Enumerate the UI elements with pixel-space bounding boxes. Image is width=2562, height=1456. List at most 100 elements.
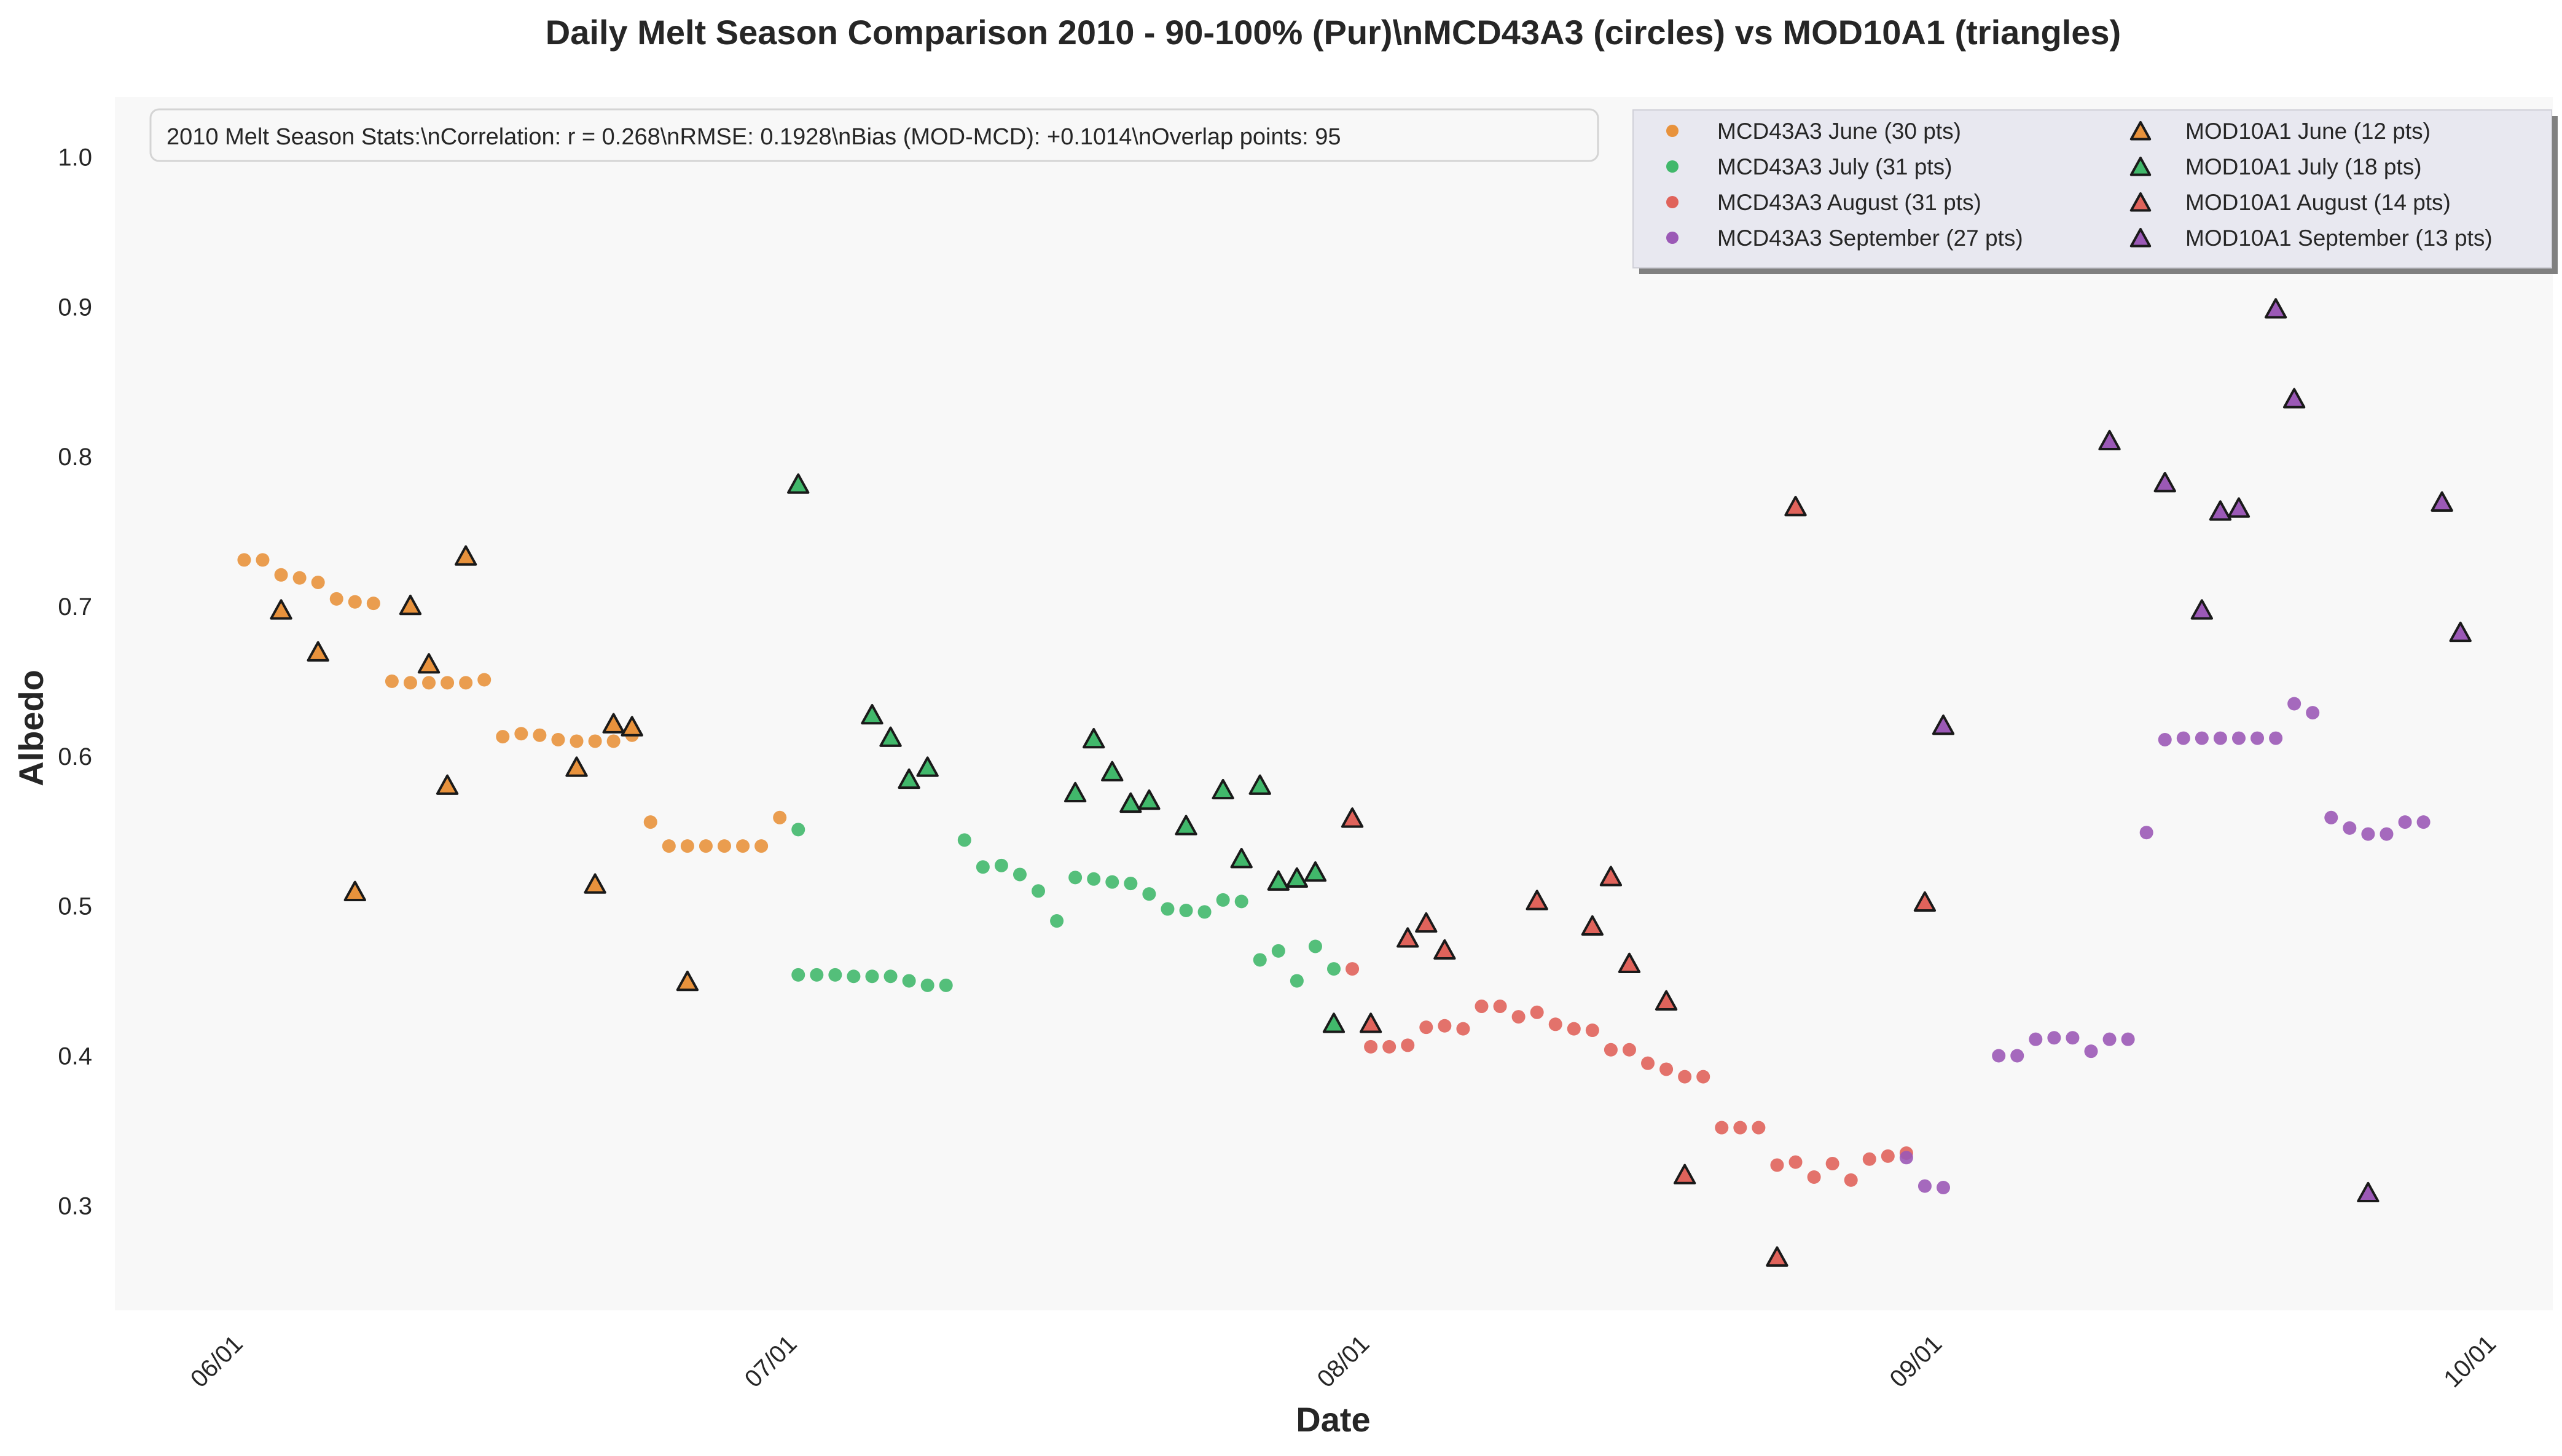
data-point-circle [2231,731,2246,745]
data-point-circle [1715,1121,1729,1135]
data-point-circle [1401,1038,1415,1052]
data-point-circle [2269,731,2283,745]
legend-marker-circle [1666,196,1679,208]
data-point-triangle [1212,778,1234,800]
data-point-triangle [2209,500,2232,521]
data-point-circle [1825,1157,1839,1171]
data-point-circle [643,815,657,829]
data-point-triangle [1359,1012,1382,1033]
legend-label: MOD10A1 September (13 pts) [2185,225,2493,251]
data-point-circle [1290,974,1304,988]
data-point-circle [1511,1010,1526,1024]
data-point-circle [274,568,288,582]
data-point-circle [1585,1024,1599,1038]
data-point-triangle [1230,848,1253,869]
data-point-circle [422,676,436,690]
data-point-triangle [1655,990,1678,1011]
data-point-circle [1032,884,1046,898]
data-point-triangle [861,704,883,725]
data-point-circle [1678,1070,1692,1084]
data-point-triangle [2190,599,2213,620]
data-point-triangle [1415,912,1438,933]
data-point-circle [773,810,787,824]
legend-label: MCD43A3 July (31 pts) [1717,154,1952,179]
data-point-circle [606,734,621,748]
data-point-circle [1899,1151,1913,1165]
data-point-circle [994,858,1008,872]
legend-label: MCD43A3 June (30 pts) [1717,119,1961,144]
series-mcd43a3-june [237,553,787,853]
data-point-circle [957,833,971,847]
data-point-circle [883,969,898,984]
data-point-circle [2251,731,2265,745]
data-point-circle [496,730,510,744]
data-point-triangle [399,595,422,616]
data-point-triangle [916,756,939,777]
data-point-circle [1419,1020,1433,1035]
data-point-triangle [2431,491,2453,512]
data-point-triangle [2283,388,2306,409]
legend-marker-triangle [2129,121,2152,141]
data-point-circle [1013,867,1027,882]
data-point-triangle [2449,621,2472,643]
legend-label: MCD43A3 September (27 pts) [1717,225,2023,251]
legend-label: MCD43A3 August (31 pts) [1717,190,1981,215]
data-point-circle [366,597,380,611]
data-point-triangle [1526,890,1548,910]
data-point-circle [1807,1170,1821,1184]
data-point-circle [1382,1039,1397,1054]
data-point-circle [902,974,916,988]
stats-box: 2010 Melt Season Stats:\nCorrelation: r … [149,108,1599,162]
legend-items: MCD43A3 June (30 pts) MCD43A3 July (31 pt… [1666,119,2493,251]
data-point-circle [403,676,417,690]
legend-label: MOD10A1 July (18 pts) [2185,154,2422,179]
data-point-circle [2324,810,2338,824]
data-point-circle [1641,1056,1655,1070]
data-point-triangle [879,726,902,747]
data-point-circle [1456,1022,1470,1036]
data-point-circle [1862,1152,1876,1166]
legend-marker-triangle [2129,228,2152,248]
series-mod10a1-august [1341,496,1937,1267]
legend-frame [1632,109,2552,268]
data-point-circle [1659,1062,1674,1076]
y-tick-label: 0.4 [58,1043,92,1070]
y-tick-label: 0.5 [58,893,92,920]
stats-box-frame [149,108,1599,162]
data-point-circle [662,839,676,853]
data-point-circle [791,823,805,837]
data-point-circle [920,978,934,992]
data-point-circle [1770,1158,1784,1172]
data-point-triangle [584,873,606,894]
data-point-triangle [898,768,920,789]
series-mod10a1-september [1932,298,2472,1203]
data-point-circle [2361,827,2375,841]
data-point-circle [2102,1032,2117,1046]
data-point-triangle [1341,807,1364,828]
data-point-circle [237,553,251,567]
data-point-circle [2139,826,2153,840]
data-marks [237,298,2472,1267]
data-point-triangle [1674,1164,1696,1184]
stats-text: 2010 Melt Season Stats:\nCorrelation: r … [166,124,1341,150]
data-point-triangle [2227,497,2251,518]
plot-area [115,97,2553,1310]
data-point-circle [699,839,713,853]
chart-title: Daily Melt Season Comparison 2010 - 90-1… [546,13,2121,52]
data-point-circle [1530,1005,1544,1019]
data-point-circle [533,728,547,742]
data-point-triangle [436,774,459,795]
data-point-triangle [676,971,699,992]
data-point-circle [718,839,731,853]
data-point-circle [1493,1000,1507,1014]
data-point-circle [385,674,399,688]
data-point-circle [865,969,879,984]
data-point-triangle [455,545,477,566]
data-point-circle [1733,1121,1747,1135]
data-point-circle [1253,953,1267,967]
data-point-circle [847,969,861,984]
y-tick-label: 0.6 [58,743,92,770]
data-point-circle [1881,1149,1895,1163]
data-point-circle [1087,872,1101,886]
data-point-triangle [270,599,292,620]
